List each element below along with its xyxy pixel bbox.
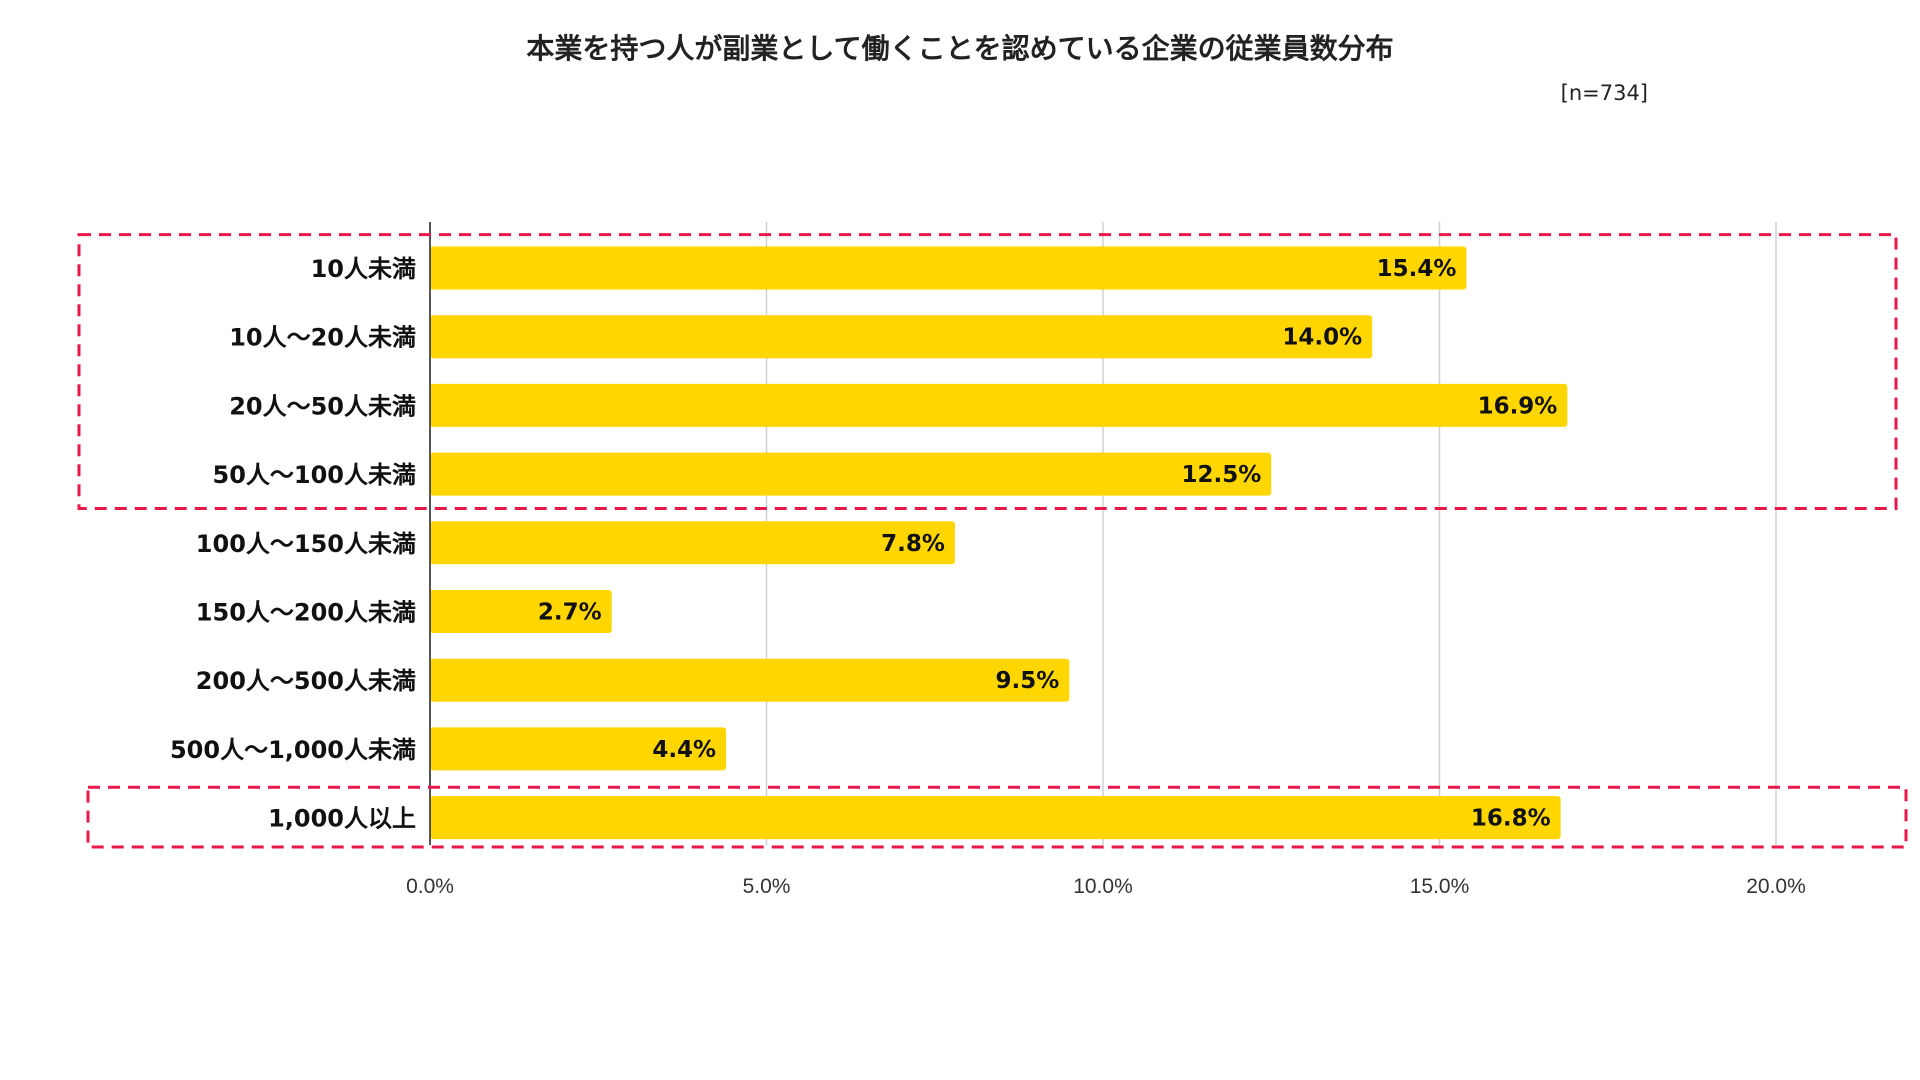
value-label: 16.8% — [1471, 806, 1551, 832]
bar — [430, 658, 1070, 702]
value-label: 16.9% — [1478, 393, 1558, 419]
bar — [430, 521, 955, 565]
bar — [430, 315, 1373, 359]
category-label: 10人〜20人未満 — [229, 324, 416, 352]
axes: 0.0% 5.0% 10.0% 15.0% 20.0% — [406, 222, 1806, 898]
value-label: 12.5% — [1181, 462, 1261, 488]
bar — [430, 590, 612, 633]
bars: 10人未満 15.4% 10人〜20人未満 14.0% 20人〜50人未満 16.9% 50… — [170, 246, 1568, 840]
sample-size-note: [n=734] — [1561, 81, 1648, 105]
highlight-box — [77, 233, 1898, 510]
bar — [430, 796, 1561, 840]
category-label: 10人未満 — [311, 255, 416, 283]
x-tick-label: 20.0% — [1746, 875, 1806, 898]
highlight-boxes — [77, 233, 1908, 849]
value-label: 9.5% — [996, 668, 1060, 694]
chart-title: 本業を持つ人が副業として働くことを認めている企業の従業員数分布 — [526, 32, 1393, 65]
category-label: 200人〜500人未満 — [196, 667, 416, 695]
bar — [430, 727, 727, 771]
x-tick-label: 15.0% — [1410, 875, 1470, 898]
x-tick-label: 10.0% — [1073, 875, 1133, 898]
category-label: 50人〜100人未満 — [213, 461, 417, 489]
bar — [430, 383, 1568, 427]
value-label: 4.4% — [652, 737, 716, 763]
category-label: 500人〜1,000人未満 — [170, 736, 416, 764]
x-tick-label: 0.0% — [406, 875, 454, 898]
highlight-box — [86, 785, 1908, 849]
bar — [430, 246, 1467, 290]
bar — [430, 452, 1272, 496]
x-tick-label: 5.0% — [743, 875, 791, 898]
value-label: 2.7% — [538, 600, 602, 626]
category-label: 150人〜200人未満 — [196, 599, 416, 627]
value-label: 15.4% — [1377, 256, 1457, 282]
category-label: 20人〜50人未満 — [229, 392, 416, 420]
value-label: 7.8% — [881, 531, 945, 557]
category-label: 100人〜150人未満 — [196, 530, 416, 558]
category-label: 1,000人以上 — [268, 805, 416, 833]
value-label: 14.0% — [1282, 325, 1362, 351]
